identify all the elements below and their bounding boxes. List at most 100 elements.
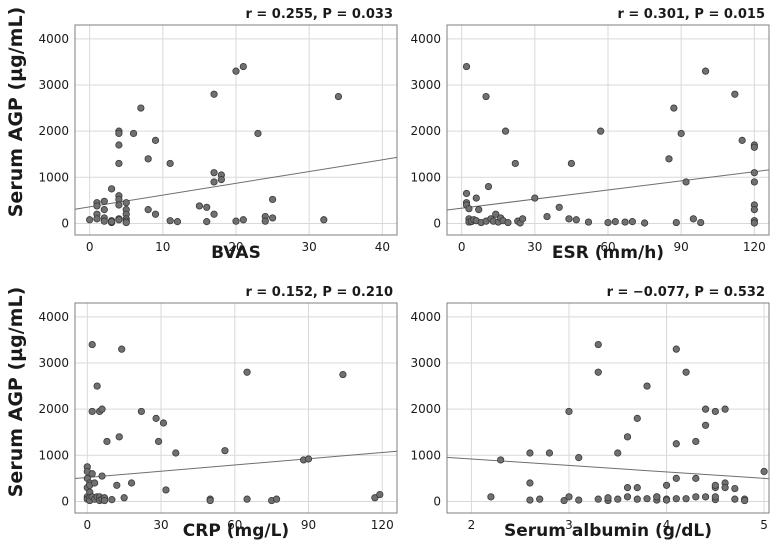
data-point bbox=[210, 178, 218, 186]
scatter-panel-albumin: 0 1000 2000 3000 4000 2 3 4 5 r = −0.077, P = 0.5… bbox=[410, 285, 770, 541]
data-point bbox=[154, 437, 163, 446]
y-tick-label: 0 bbox=[61, 216, 69, 230]
data-point bbox=[93, 215, 101, 223]
x-axis-label: ESR (mm/h) bbox=[552, 243, 664, 263]
data-point bbox=[633, 484, 641, 492]
x-tick-label: 20 bbox=[228, 240, 243, 254]
plot-frame bbox=[74, 24, 398, 236]
data-point bbox=[166, 159, 174, 168]
x-tick-label: 3 bbox=[565, 518, 573, 532]
data-point bbox=[122, 199, 130, 207]
data-point bbox=[682, 178, 690, 186]
data-point bbox=[91, 479, 99, 487]
y-tick-label: 3000 bbox=[38, 78, 69, 92]
data-point bbox=[689, 215, 697, 223]
y-tick-label: 1000 bbox=[38, 170, 69, 184]
data-point bbox=[239, 216, 247, 224]
data-point bbox=[692, 437, 700, 446]
data-point bbox=[98, 472, 106, 480]
data-point bbox=[173, 218, 182, 226]
data-point bbox=[144, 155, 152, 163]
data-point bbox=[597, 127, 605, 135]
x-tick-label: 2 bbox=[468, 518, 476, 532]
data-point bbox=[611, 218, 619, 226]
x-tick-label: 30 bbox=[153, 518, 168, 532]
x-tick-label: 40 bbox=[375, 240, 390, 254]
y-tick-label: 3000 bbox=[410, 78, 441, 92]
data-point bbox=[750, 219, 758, 227]
data-point bbox=[633, 414, 641, 422]
data-point bbox=[653, 493, 661, 501]
data-point bbox=[640, 219, 649, 227]
data-point bbox=[465, 205, 473, 213]
data-point bbox=[604, 494, 612, 502]
x-tick-label: 90 bbox=[674, 240, 689, 254]
y-axis-label-top: Serum AGP (µg/mL) bbox=[5, 7, 27, 218]
correlation-annotation: r = 0.301, P = 0.015 bbox=[617, 7, 765, 22]
data-point bbox=[697, 218, 705, 227]
data-point bbox=[115, 216, 123, 224]
correlation-annotation: r = −0.077, P = 0.532 bbox=[607, 285, 765, 300]
data-point bbox=[741, 496, 749, 505]
x-axis-label: BVAS bbox=[211, 243, 261, 263]
data-point bbox=[93, 202, 101, 210]
x-tick-label: 0 bbox=[83, 518, 91, 532]
data-point bbox=[567, 159, 576, 168]
data-point bbox=[672, 474, 680, 482]
data-point bbox=[662, 496, 671, 504]
data-point bbox=[672, 218, 680, 227]
data-point bbox=[504, 218, 512, 227]
data-point bbox=[334, 92, 343, 101]
data-point bbox=[113, 481, 121, 489]
x-tick-label: 90 bbox=[301, 518, 316, 532]
data-point bbox=[555, 203, 563, 211]
data-point bbox=[137, 407, 145, 416]
regression-line bbox=[446, 456, 770, 480]
data-point bbox=[526, 479, 534, 487]
data-point bbox=[243, 495, 251, 503]
data-point bbox=[151, 210, 160, 218]
data-point bbox=[701, 493, 710, 501]
data-point bbox=[692, 493, 700, 501]
data-point bbox=[203, 218, 211, 226]
data-point bbox=[526, 496, 534, 504]
x-tick-label: 4 bbox=[663, 518, 671, 532]
x-tick-label: 60 bbox=[227, 518, 242, 532]
data-point bbox=[210, 90, 218, 98]
data-point bbox=[623, 433, 632, 441]
data-point bbox=[137, 104, 145, 112]
data-point bbox=[239, 62, 247, 71]
x-axis-label: CRP (mg/L) bbox=[183, 521, 289, 541]
data-point bbox=[484, 182, 493, 191]
data-point bbox=[221, 447, 229, 455]
data-point bbox=[100, 217, 108, 225]
scatter-panel-bvas: 0 1000 2000 3000 4000 0 10 20 30 40 r = 0.255, P =… bbox=[38, 7, 398, 263]
x-tick-label: 60 bbox=[600, 240, 615, 254]
data-point bbox=[731, 90, 739, 98]
data-point bbox=[88, 407, 96, 416]
data-point bbox=[760, 467, 768, 476]
data-point bbox=[526, 449, 534, 457]
data-point bbox=[203, 203, 211, 211]
plot-frame bbox=[446, 24, 770, 236]
data-point bbox=[475, 206, 483, 214]
data-point bbox=[151, 136, 160, 144]
data-point bbox=[462, 189, 471, 198]
data-point bbox=[594, 368, 602, 376]
data-point bbox=[545, 449, 554, 457]
y-tick-label: 3000 bbox=[38, 356, 69, 370]
data-point bbox=[584, 218, 593, 226]
data-point bbox=[623, 493, 632, 501]
y-tick-label: 2000 bbox=[38, 124, 69, 138]
y-tick-label: 2000 bbox=[38, 402, 69, 416]
y-tick-label: 0 bbox=[433, 216, 441, 230]
data-point bbox=[721, 484, 729, 492]
correlation-annotation: r = 0.152, P = 0.210 bbox=[245, 285, 393, 300]
data-point bbox=[531, 194, 539, 202]
data-point bbox=[543, 212, 551, 221]
data-point bbox=[320, 216, 328, 224]
data-point bbox=[107, 218, 116, 226]
y-tick-label: 1000 bbox=[38, 448, 69, 462]
data-point bbox=[144, 206, 152, 214]
